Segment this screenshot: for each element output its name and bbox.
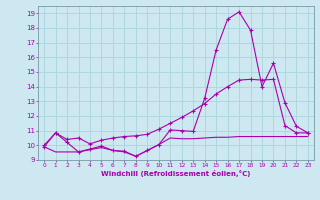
X-axis label: Windchill (Refroidissement éolien,°C): Windchill (Refroidissement éolien,°C) — [101, 170, 251, 177]
